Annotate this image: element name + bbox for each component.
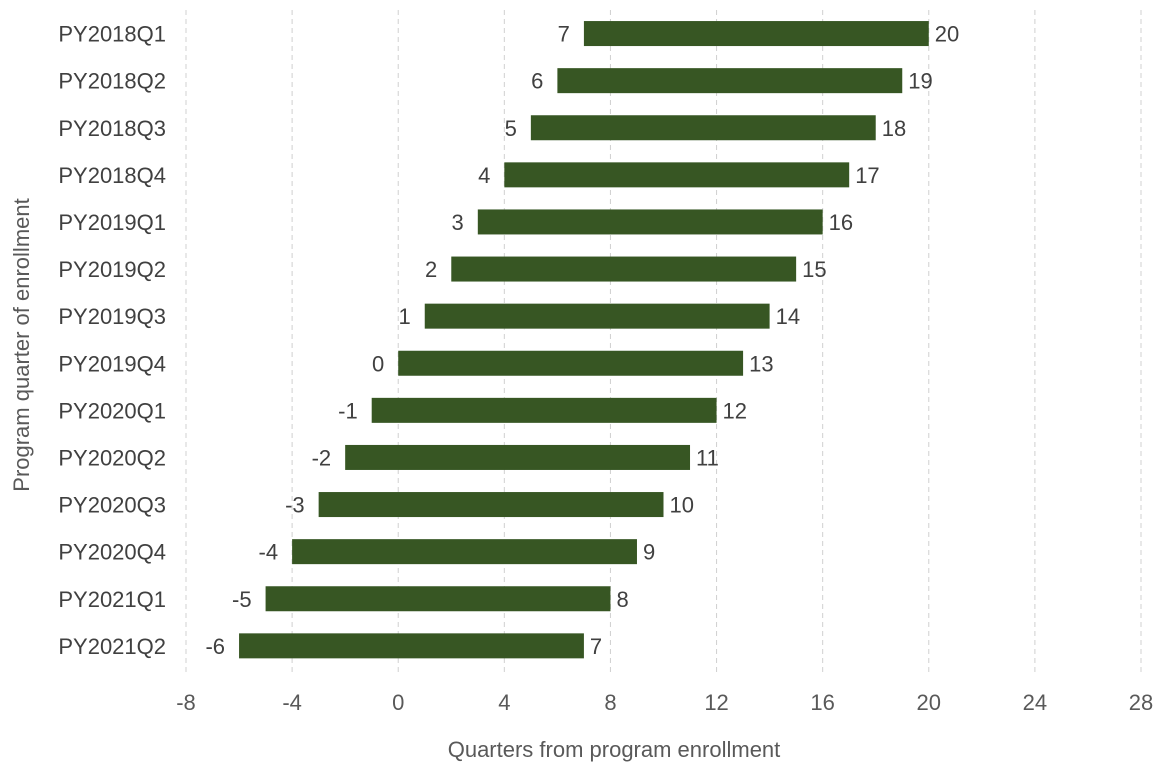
x-tick-label: 0 bbox=[392, 690, 404, 715]
bar-start-label: -4 bbox=[259, 540, 279, 565]
x-tick-label: 8 bbox=[604, 690, 616, 715]
category-label: PY2021Q2 bbox=[58, 634, 166, 659]
x-tick-label: -8 bbox=[176, 690, 196, 715]
category-label: PY2019Q4 bbox=[58, 351, 166, 376]
x-tick-label: 24 bbox=[1023, 690, 1047, 715]
bar-start-label: 2 bbox=[425, 257, 437, 282]
bar-start-label: -5 bbox=[232, 587, 252, 612]
bar-start-label: 0 bbox=[372, 351, 384, 376]
category-label: PY2018Q4 bbox=[58, 163, 166, 188]
bar-start-label: -3 bbox=[285, 493, 305, 518]
bar-end-label: 9 bbox=[643, 540, 655, 565]
bar bbox=[345, 444, 691, 470]
bar bbox=[318, 492, 664, 518]
bar bbox=[424, 303, 770, 329]
bar-end-label: 11 bbox=[696, 445, 719, 470]
x-tick-label: 12 bbox=[704, 690, 728, 715]
bar bbox=[504, 162, 850, 188]
bar bbox=[371, 397, 717, 423]
bar-start-label: -6 bbox=[205, 634, 225, 659]
category-label: PY2020Q2 bbox=[58, 445, 166, 470]
bar-end-label: 13 bbox=[749, 351, 773, 376]
bar bbox=[292, 539, 637, 565]
bar-start-label: 1 bbox=[399, 304, 411, 329]
bar bbox=[583, 21, 929, 47]
gridlines bbox=[185, 10, 1142, 672]
category-labels: PY2018Q1 PY2018Q2 PY2018Q3 PY2018Q4 PY2019Q1… bbox=[58, 22, 166, 659]
bar bbox=[557, 68, 903, 94]
bar-end-label: 18 bbox=[882, 116, 906, 141]
bar-end-label: 19 bbox=[908, 69, 932, 94]
category-label: PY2020Q1 bbox=[58, 398, 166, 423]
bar bbox=[451, 256, 797, 282]
x-axis-title: Quarters from program enrollment bbox=[448, 737, 781, 762]
y-axis-title: Program quarter of enrollment bbox=[9, 198, 34, 491]
bar-end-label: 14 bbox=[776, 304, 800, 329]
bar-start-label: 5 bbox=[505, 116, 517, 141]
category-label: PY2019Q2 bbox=[58, 257, 166, 282]
bar-end-label: 7 bbox=[590, 634, 602, 659]
bar-start-label: 6 bbox=[531, 69, 543, 94]
category-label: PY2018Q1 bbox=[58, 22, 166, 47]
category-label: PY2018Q3 bbox=[58, 116, 166, 141]
bar-end-label: 17 bbox=[855, 163, 879, 188]
bar-end-label: 16 bbox=[829, 210, 853, 235]
bar-end-label: 20 bbox=[935, 22, 959, 47]
category-label: PY2020Q4 bbox=[58, 540, 166, 565]
category-label: PY2019Q3 bbox=[58, 304, 166, 329]
bar-start-label: 4 bbox=[478, 163, 490, 188]
category-label: PY2021Q1 bbox=[58, 587, 166, 612]
bar bbox=[265, 586, 611, 612]
x-tick-label: 4 bbox=[498, 690, 510, 715]
x-tick-label: 16 bbox=[810, 690, 834, 715]
bar-end-label: 10 bbox=[670, 493, 694, 518]
x-tick-label: 28 bbox=[1129, 690, 1153, 715]
bar-start-label: -1 bbox=[338, 398, 358, 423]
bar-end-label: 8 bbox=[616, 587, 628, 612]
x-tick-label: 20 bbox=[917, 690, 941, 715]
bar-start-label: -2 bbox=[312, 445, 332, 470]
x-tick-labels: -8 -4 0 4 8 12 16 20 24 28 bbox=[176, 690, 1153, 715]
bar bbox=[239, 633, 584, 659]
bar-start-label: 3 bbox=[452, 210, 464, 235]
bar-end-label: 12 bbox=[723, 398, 747, 423]
bar-end-label: 15 bbox=[802, 257, 826, 282]
category-label: PY2019Q1 bbox=[58, 210, 166, 235]
bar bbox=[398, 350, 744, 376]
bar bbox=[530, 115, 876, 141]
x-tick-label: -4 bbox=[282, 690, 302, 715]
bar bbox=[477, 209, 823, 235]
data-labels: 7 20 6 19 5 18 4 17 3 16 2 15 1 14 0 13 -1 12 -2 11 -3 10 -4 9 -… bbox=[205, 22, 959, 659]
category-label: PY2018Q2 bbox=[58, 69, 166, 94]
category-label: PY2020Q3 bbox=[58, 493, 166, 518]
bar-start-label: 7 bbox=[558, 22, 570, 47]
bars bbox=[239, 21, 929, 659]
